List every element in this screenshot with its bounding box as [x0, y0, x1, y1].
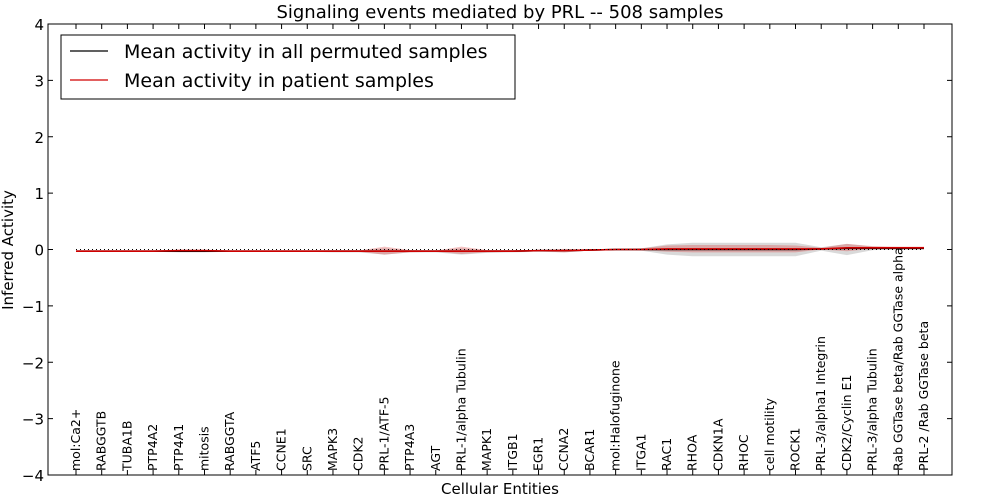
x-tick-label: mol:Ca2+ [68, 409, 83, 471]
x-tick-label: ITGA1 [633, 433, 648, 471]
x-tick-label: cell motility [762, 397, 777, 471]
line-series-1 [76, 247, 924, 252]
legend-label-patient: Mean activity in patient samples [124, 70, 434, 92]
x-tick-label: PRL-3/alpha1 Integrin [813, 336, 828, 471]
y-tick-label: −1 [22, 298, 44, 316]
x-tick-label: TUBA1B [119, 421, 134, 472]
x-tick-label: PRL-2 /Rab GGTase beta [916, 321, 931, 471]
x-tick-label: CDKN1A [710, 418, 725, 471]
y-axis: 4 3 2 1 0 −1 −2 −3 −4 [22, 16, 952, 485]
x-tick-label: RAC1 [659, 438, 674, 471]
y-tick-label: −2 [22, 354, 44, 372]
x-tick-label: Rab GGTase beta/Rab GGTase alpha [890, 247, 905, 471]
x-tick-label: CCNA2 [556, 428, 571, 471]
x-tick-label: CDK2 [351, 436, 366, 471]
x-tick-label: PRL-1/alpha Tubulin [453, 348, 468, 471]
x-tick-label: PTP4A3 [402, 424, 417, 471]
x-tick-label: BCAR1 [582, 429, 597, 471]
x-tick-label: RABGGTA [222, 411, 237, 471]
band-series-0 [76, 242, 924, 257]
y-axis-label: Inferred Activity [0, 190, 17, 310]
legend-label-permuted: Mean activity in all permuted samples [124, 41, 487, 63]
y-tick-label: 1 [34, 185, 44, 203]
x-tick-label: CDK2/Cyclin E1 [839, 375, 854, 471]
y-tick-label: −4 [22, 467, 44, 485]
band-series-1 [76, 243, 924, 255]
legend-box [60, 34, 516, 100]
series-lines [76, 247, 924, 252]
x-tick-label: ATF5 [248, 441, 263, 471]
x-tick-label: ROCK1 [788, 428, 803, 471]
x-tick-label: mitosis [196, 426, 211, 471]
x-tick-label: ITGB1 [505, 433, 520, 471]
x-tick-label: PTP4A2 [145, 424, 160, 471]
x-axis-label: Cellular Entities [441, 480, 559, 498]
x-axis: mol:Ca2+ RABGGTB TUBA1B PTP4A2 PTP4A1 mitosis… [68, 24, 931, 475]
x-tick-label: AGT [428, 445, 443, 471]
x-tick-label: SRC [299, 446, 314, 471]
x-tick-label: PTP4A1 [171, 424, 186, 471]
x-tick-label: EGR1 [531, 437, 546, 471]
y-tick-label: 0 [34, 242, 44, 260]
x-tick-label: RABGGTB [94, 411, 109, 471]
x-tick-label: MAPK3 [325, 428, 340, 471]
confidence-bands [76, 242, 924, 257]
y-tick-label: 3 [34, 72, 44, 90]
y-tick-label: −3 [22, 411, 44, 429]
x-tick-label: mol:Halofuginone [608, 360, 623, 471]
y-tick-label: 4 [34, 16, 44, 34]
chart-title: Signaling events mediated by PRL -- 508 … [276, 2, 723, 23]
x-tick-label: PRL-3/alpha Tubulin [865, 348, 880, 471]
x-tick-label: RHOA [685, 434, 700, 471]
x-tick-label: RHOC [736, 434, 751, 471]
x-tick-label: PRL-1/ATF-5 [376, 396, 391, 471]
x-tick-label: CCNE1 [274, 428, 289, 471]
x-tick-label: MAPK1 [479, 428, 494, 471]
legend: Mean activity in all permuted samples Me… [60, 34, 516, 100]
y-tick-label: 2 [34, 129, 44, 147]
